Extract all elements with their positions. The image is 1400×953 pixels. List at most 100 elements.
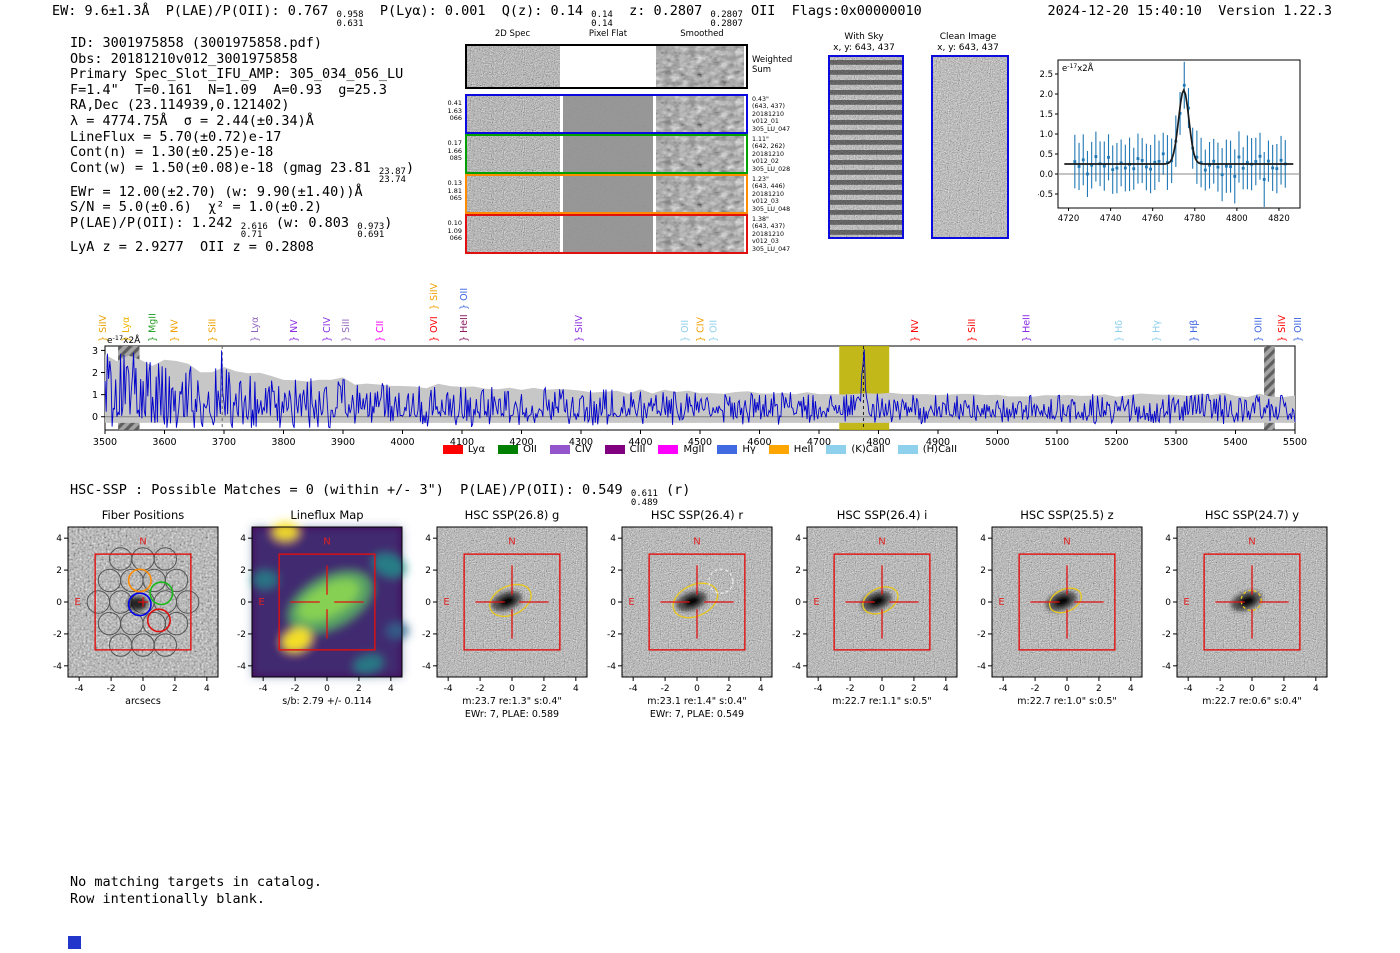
svg-text:} Hβ: } Hβ — [1189, 320, 1200, 342]
svg-text:0: 0 — [694, 684, 700, 694]
info-line: Primary Spec_Slot_IFU_AMP: 305_034_056_L… — [70, 66, 404, 83]
cutout-column-header: Pixel Flat — [588, 29, 628, 39]
legend-label: CIII — [629, 444, 646, 455]
svg-text:0: 0 — [240, 598, 246, 608]
legend-label: HeII — [793, 444, 814, 455]
legend-swatch — [768, 445, 789, 454]
svg-text:} Hδ: } Hδ — [1114, 320, 1125, 342]
svg-text:-2: -2 — [476, 684, 485, 694]
cutout-flat-image — [563, 46, 653, 87]
panel-caption-1: arcsecs — [125, 696, 161, 707]
svg-text:0: 0 — [140, 684, 146, 694]
svg-text:0: 0 — [1064, 684, 1070, 694]
report-datetime: 2024-12-20 15:40:10 — [1047, 3, 1202, 19]
panel-title: HSC SSP(25.5) z — [1020, 508, 1113, 522]
svg-text:4700: 4700 — [807, 437, 831, 448]
svg-text:2: 2 — [240, 566, 246, 576]
compass-north-label: N — [1248, 537, 1255, 548]
svg-text:-2: -2 — [846, 684, 855, 694]
cutout-flat-image — [563, 136, 653, 172]
svg-text:} SiII: } SiII — [967, 319, 978, 342]
compass-east-label: E — [813, 597, 819, 608]
svg-text:3: 3 — [92, 346, 98, 357]
svg-text:4500: 4500 — [688, 437, 712, 448]
svg-text:4: 4 — [240, 534, 246, 544]
svg-text:0: 0 — [324, 684, 330, 694]
panel-hsc-3: HSC SSP(26.4) r N E 4 2 0 -2 -4 -4 -2 0 2 4 m:23.1 re… — [596, 507, 796, 725]
svg-text:-4: -4 — [75, 684, 84, 694]
svg-text:} SiII: } SiII — [341, 319, 352, 342]
svg-text:4: 4 — [425, 534, 431, 544]
legend-item: MgII — [658, 444, 704, 455]
svg-text:-4: -4 — [814, 684, 823, 694]
svg-text:1.0: 1.0 — [1039, 130, 1053, 140]
cutout-strip — [465, 94, 748, 134]
svg-text:} OIII: } OIII — [1293, 317, 1304, 342]
cutout-right-labels: 1.11" (642, 262) 20181210 v012_02 305_LU_028 — [752, 136, 791, 173]
hsc-panel-svg: HSC SSP(24.7) y N E 4 2 0 -2 -4 -4 -2 0 2 4 m:22.7 re… — [1162, 508, 1328, 707]
legend-swatch — [442, 445, 463, 454]
legend-swatch — [604, 445, 625, 454]
svg-text:4200: 4200 — [509, 437, 533, 448]
svg-text:-2: -2 — [792, 630, 801, 640]
svg-text:-2: -2 — [1162, 630, 1171, 640]
axis-unit-label: e-17x2Å — [1062, 62, 1094, 74]
info-line: Cont(w) = 1.50(±0.08)e-18 (gmag 23.81 23… — [70, 159, 415, 186]
svg-text:} CIV: } CIV — [322, 317, 333, 342]
svg-text:4780: 4780 — [1184, 214, 1206, 224]
panel-title: Fiber Positions — [102, 508, 185, 522]
legend-item: HeII — [768, 444, 814, 455]
detection-info-block: ID: 3001975858 (3001975858.pdf) Obs: 2018… — [70, 35, 415, 256]
cutout-strip — [465, 134, 748, 174]
panel-caption-1: m:23.7 re:1.3" s:0.4" — [462, 696, 562, 707]
svg-text:5000: 5000 — [985, 437, 1009, 448]
svg-text:2.5: 2.5 — [1039, 70, 1053, 80]
cutout-spec-image — [467, 46, 560, 87]
panel-hsc-4: HSC SSP(26.4) i N E 4 2 0 -2 -4 -4 -2 0 2 4 m:22.7 re… — [781, 507, 981, 725]
legend-label: Lyα — [467, 444, 486, 455]
info-line: RA,Dec (23.114939,0.121402) — [70, 97, 290, 114]
svg-text:} CII: } CII — [375, 321, 386, 342]
legend-item: (K)CaII — [826, 444, 885, 455]
svg-text:} Hγ: } Hγ — [1151, 320, 1162, 342]
info-line: EWr = 12.00(±2.70) (w: 9.90(±1.40))Å — [70, 183, 363, 200]
svg-text:-2: -2 — [607, 630, 616, 640]
info-line: LyA z = 2.9277 OII z = 0.2808 — [70, 238, 314, 255]
svg-text:-2: -2 — [291, 684, 300, 694]
svg-text:5300: 5300 — [1164, 437, 1188, 448]
svg-text:} OII: } OII — [709, 320, 720, 342]
svg-text:4: 4 — [610, 534, 616, 544]
svg-text:-4: -4 — [422, 662, 431, 672]
svg-text:4: 4 — [56, 534, 62, 544]
svg-text:0.0: 0.0 — [1039, 170, 1053, 180]
hsc-panel-svg: HSC SSP(26.4) r N E 4 2 0 -2 -4 -4 -2 0 2 4 m:23.1 re… — [607, 508, 773, 720]
svg-text:2: 2 — [425, 566, 431, 576]
compass-north-label: N — [693, 537, 700, 548]
panel-title: HSC SSP(26.8) g — [465, 508, 560, 522]
cutout-smooth-image — [656, 136, 744, 172]
svg-text:4: 4 — [758, 684, 764, 694]
legend-item: (H)CaII — [897, 444, 957, 455]
panel-title: HSC SSP(24.7) y — [1205, 508, 1299, 522]
svg-text:4400: 4400 — [628, 437, 652, 448]
cutout-right-labels: 1.23" (643, 446) 20181210 v012_03 305_LU_048 — [752, 176, 791, 213]
lineflux-panel-svg: Lineflux Map N E 4 2 0 -2 -4 -4 -2 0 2 4 s/b: 2.79 +/… — [237, 508, 410, 707]
cutout-left-labels: 0.10 1.09 066 — [447, 219, 462, 242]
svg-text:-2: -2 — [977, 630, 986, 640]
svg-text:} Lyα: } Lyα — [121, 317, 132, 342]
svg-text:} NV: } NV — [289, 319, 300, 342]
svg-text:2: 2 — [1096, 684, 1102, 694]
svg-text:2: 2 — [980, 566, 986, 576]
svg-text:3800: 3800 — [271, 437, 295, 448]
cutout-left-labels: 0.41 1.63 066 — [447, 99, 462, 122]
svg-text:} OII: } OII — [459, 288, 470, 310]
svg-text:4: 4 — [1128, 684, 1134, 694]
cutout-spec-image — [467, 136, 560, 172]
svg-text:0: 0 — [1249, 684, 1255, 694]
svg-text:4800: 4800 — [866, 437, 890, 448]
svg-text:5500: 5500 — [1283, 437, 1307, 448]
page-corner-marker — [68, 936, 81, 949]
svg-text:4: 4 — [1313, 684, 1319, 694]
cutout-strip — [465, 44, 748, 89]
